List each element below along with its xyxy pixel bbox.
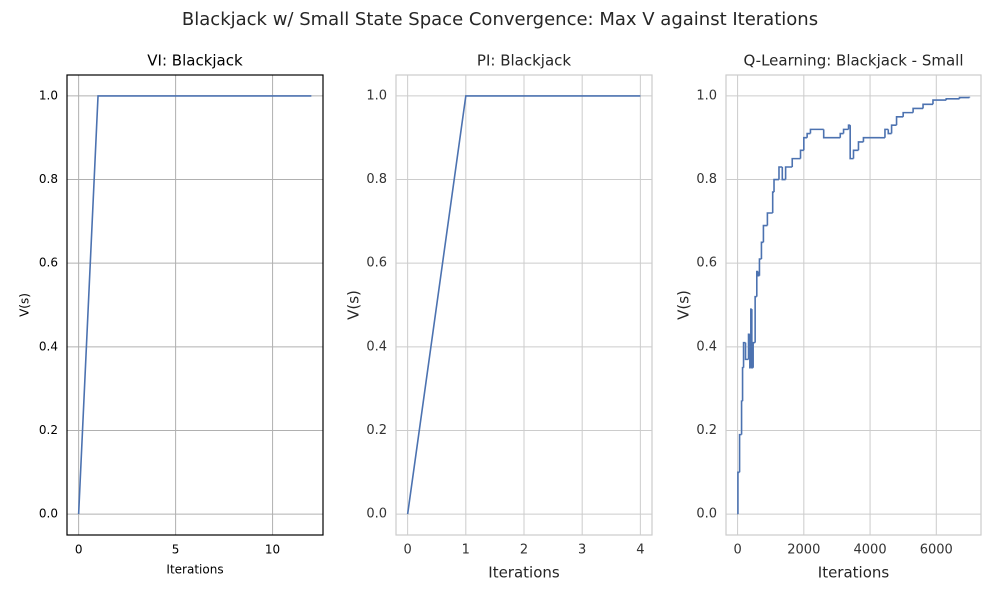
line-step bbox=[842, 128, 849, 134]
line-step bbox=[922, 103, 933, 109]
line-step bbox=[895, 116, 904, 126]
line-step bbox=[771, 191, 775, 213]
line-step bbox=[902, 111, 914, 117]
x-tick-label: 2 bbox=[520, 543, 528, 558]
y-tick-label: 0.4 bbox=[696, 339, 717, 354]
y-tick-label: 1.0 bbox=[366, 88, 387, 103]
line-step bbox=[857, 141, 864, 151]
line-step bbox=[791, 157, 801, 167]
y-tick-label: 0.2 bbox=[366, 423, 387, 438]
subplot: 0.0 0.2 0.4 0.6 0.8 1.0 0 1 2 3 4 PI: Blackjack Iter… bbox=[345, 52, 653, 582]
line-step bbox=[784, 166, 793, 180]
y-axis-label: V(s) bbox=[345, 290, 363, 320]
x-tick-label: 4 bbox=[636, 543, 644, 558]
line-step bbox=[932, 99, 947, 105]
x-tick-label: 0 bbox=[403, 543, 411, 558]
x-axis-label: Iterations bbox=[818, 564, 890, 582]
x-tick-label: 6000 bbox=[920, 543, 953, 558]
y-tick-label: 0.2 bbox=[39, 423, 58, 437]
y-tick-label: 0.6 bbox=[39, 256, 58, 270]
line bbox=[406, 95, 641, 515]
y-tick-label: 0.6 bbox=[696, 256, 717, 271]
line-step bbox=[754, 295, 757, 343]
line-step bbox=[890, 124, 897, 134]
line-step bbox=[887, 129, 892, 135]
y-tick-label: 0.0 bbox=[696, 507, 717, 522]
y-axis-label: V(s) bbox=[18, 293, 32, 317]
line bbox=[77, 95, 312, 515]
subplot-title: PI: Blackjack bbox=[477, 52, 571, 70]
x-tick-label: 0 bbox=[75, 543, 83, 557]
line-step bbox=[803, 136, 808, 151]
axes-frame bbox=[66, 74, 324, 536]
x-tick-label: 10 bbox=[265, 543, 280, 557]
line-step bbox=[884, 128, 889, 138]
line-step bbox=[945, 98, 960, 101]
subplot-title: Q-Learning: Blackjack - Small bbox=[743, 52, 963, 70]
line-step bbox=[755, 270, 759, 297]
x-tick-label: 4000 bbox=[854, 543, 887, 558]
x-tick-label: 2000 bbox=[787, 543, 820, 558]
y-tick-label: 0.4 bbox=[39, 339, 58, 353]
line-step bbox=[744, 342, 749, 361]
y-tick-label: 1.0 bbox=[696, 88, 717, 103]
line-step bbox=[806, 132, 811, 138]
line-step bbox=[742, 341, 746, 368]
line-step bbox=[773, 178, 779, 193]
line-step bbox=[778, 166, 783, 180]
axes-frame bbox=[395, 74, 653, 536]
axes-frame bbox=[725, 74, 982, 536]
line-step bbox=[839, 132, 844, 138]
y-tick-label: 0.0 bbox=[39, 507, 58, 521]
y-tick-label: 0.8 bbox=[39, 172, 58, 186]
x-tick-label: 5 bbox=[172, 543, 180, 557]
subplot: 0.0 0.2 0.4 0.6 0.8 1.0 0 5 10 VI: Blackjack Itera… bbox=[18, 52, 324, 577]
y-axis-label: V(s) bbox=[675, 290, 693, 320]
line-step bbox=[760, 241, 764, 259]
y-tick-label: 0.8 bbox=[696, 172, 717, 187]
line-step bbox=[758, 258, 762, 276]
x-axis-label: Iterations bbox=[166, 563, 223, 577]
subplot: 0.0 0.2 0.4 0.6 0.8 1.0 0 2000 4000 6000 Q-Learnin… bbox=[675, 52, 982, 582]
line-step bbox=[738, 433, 742, 473]
line-step bbox=[852, 149, 859, 159]
line-step bbox=[799, 149, 804, 159]
x-tick-label: 0 bbox=[733, 543, 741, 558]
figure-title: Blackjack w/ Small State Space Convergen… bbox=[182, 9, 818, 30]
line-step bbox=[809, 128, 824, 134]
y-tick-label: 0.8 bbox=[366, 172, 387, 187]
x-tick-label: 3 bbox=[578, 543, 586, 558]
line-step bbox=[822, 129, 841, 139]
y-tick-label: 0.4 bbox=[366, 339, 387, 354]
line-step bbox=[781, 167, 786, 181]
line-step bbox=[741, 366, 744, 402]
x-tick-label: 1 bbox=[462, 543, 470, 558]
line-step bbox=[762, 224, 768, 243]
x-axis-label: Iterations bbox=[488, 564, 560, 582]
y-tick-label: 0.2 bbox=[696, 423, 717, 438]
line-step bbox=[849, 125, 854, 160]
line-step bbox=[737, 471, 740, 515]
y-tick-label: 0.0 bbox=[366, 507, 387, 522]
y-tick-label: 0.6 bbox=[366, 256, 387, 271]
line-step bbox=[958, 96, 970, 99]
line-step bbox=[740, 400, 743, 435]
line-step bbox=[766, 212, 773, 226]
y-tick-label: 1.0 bbox=[39, 88, 58, 102]
line-step bbox=[862, 136, 880, 142]
subplot-title: VI: Blackjack bbox=[147, 52, 243, 70]
line-step bbox=[912, 107, 924, 113]
